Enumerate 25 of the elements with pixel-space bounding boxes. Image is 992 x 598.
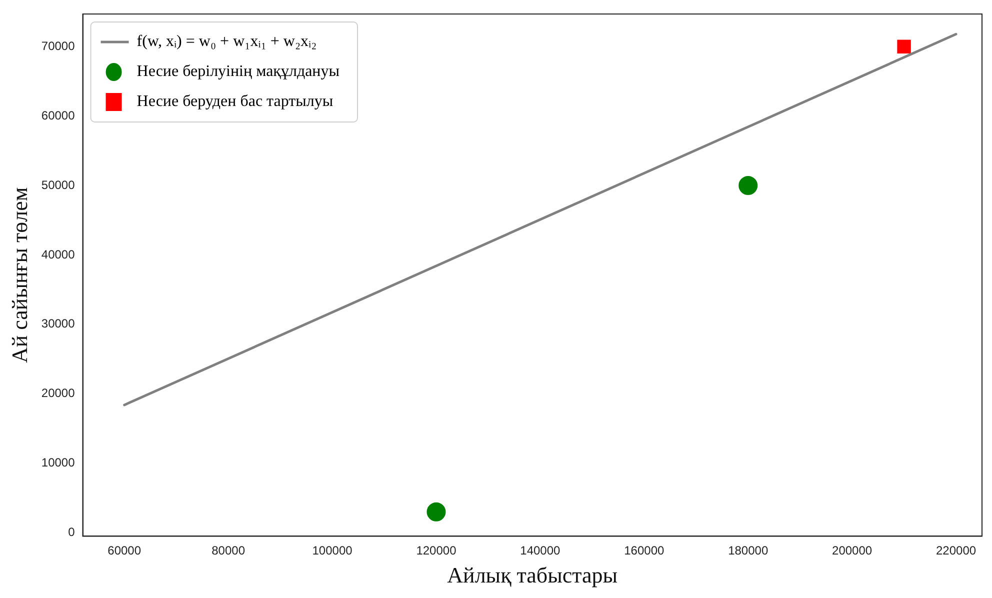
- y-axis-title: Ай сайынғы төлем: [6, 187, 32, 364]
- x-tick-label: 180000: [728, 544, 768, 558]
- point: [738, 176, 758, 196]
- y-tick-label: 20000: [41, 386, 76, 400]
- x-tick-label: 200000: [832, 544, 872, 558]
- point: [897, 40, 911, 54]
- y-tick-label: 30000: [41, 316, 76, 331]
- y-tick-label: 70000: [41, 38, 76, 53]
- x-tick-label: 60000: [108, 544, 142, 558]
- x-tick-label: 120000: [416, 544, 457, 558]
- x-tick-label: 160000: [624, 544, 664, 558]
- legend-label: Несие беруден бас тартылуы: [136, 93, 334, 110]
- point: [426, 502, 446, 522]
- x-tick-label: 140000: [520, 544, 561, 558]
- y-tick-label: 50000: [41, 178, 76, 192]
- x-tick-label: 100000: [312, 544, 353, 558]
- x-tick-label: 80000: [212, 544, 246, 558]
- x-tick-label: 220000: [936, 544, 976, 558]
- y-tick-label: 40000: [41, 247, 76, 262]
- y-tick-label: 0: [68, 525, 76, 540]
- y-tick-label: 10000: [41, 456, 76, 470]
- legend-label: Несие берілуінің мақұлдануы: [136, 63, 340, 80]
- y-tick-label: 60000: [41, 108, 76, 122]
- x-axis-title: Айлық табыстары: [447, 562, 618, 588]
- legend-label: f(w, xᵢ) = w₀ + w₁xᵢ₁ + w₂xᵢ₂: [136, 33, 317, 50]
